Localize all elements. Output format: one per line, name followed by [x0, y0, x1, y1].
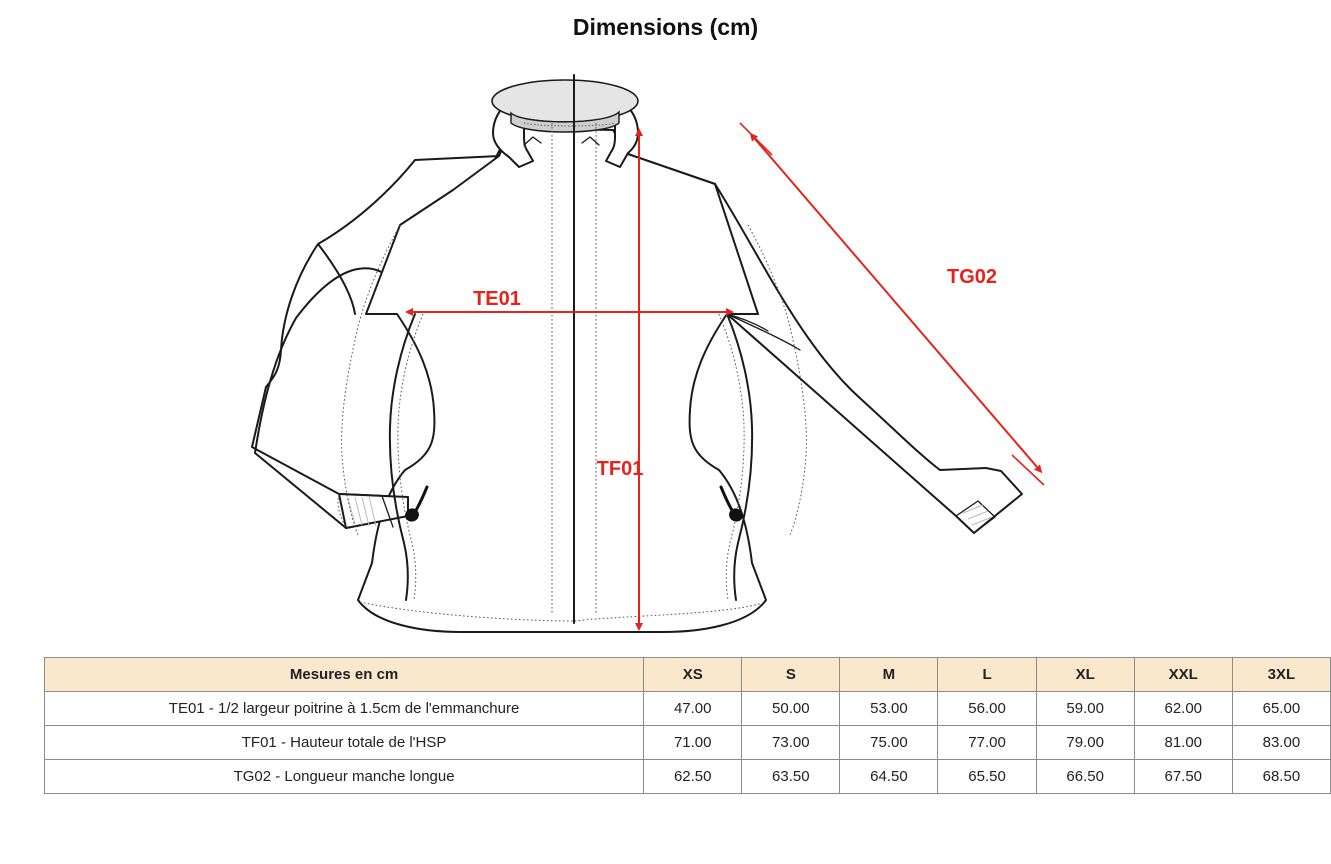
- svg-text:TE01: TE01: [473, 288, 521, 310]
- svg-text:TF01: TF01: [597, 458, 644, 480]
- svg-text:TG02: TG02: [947, 266, 997, 288]
